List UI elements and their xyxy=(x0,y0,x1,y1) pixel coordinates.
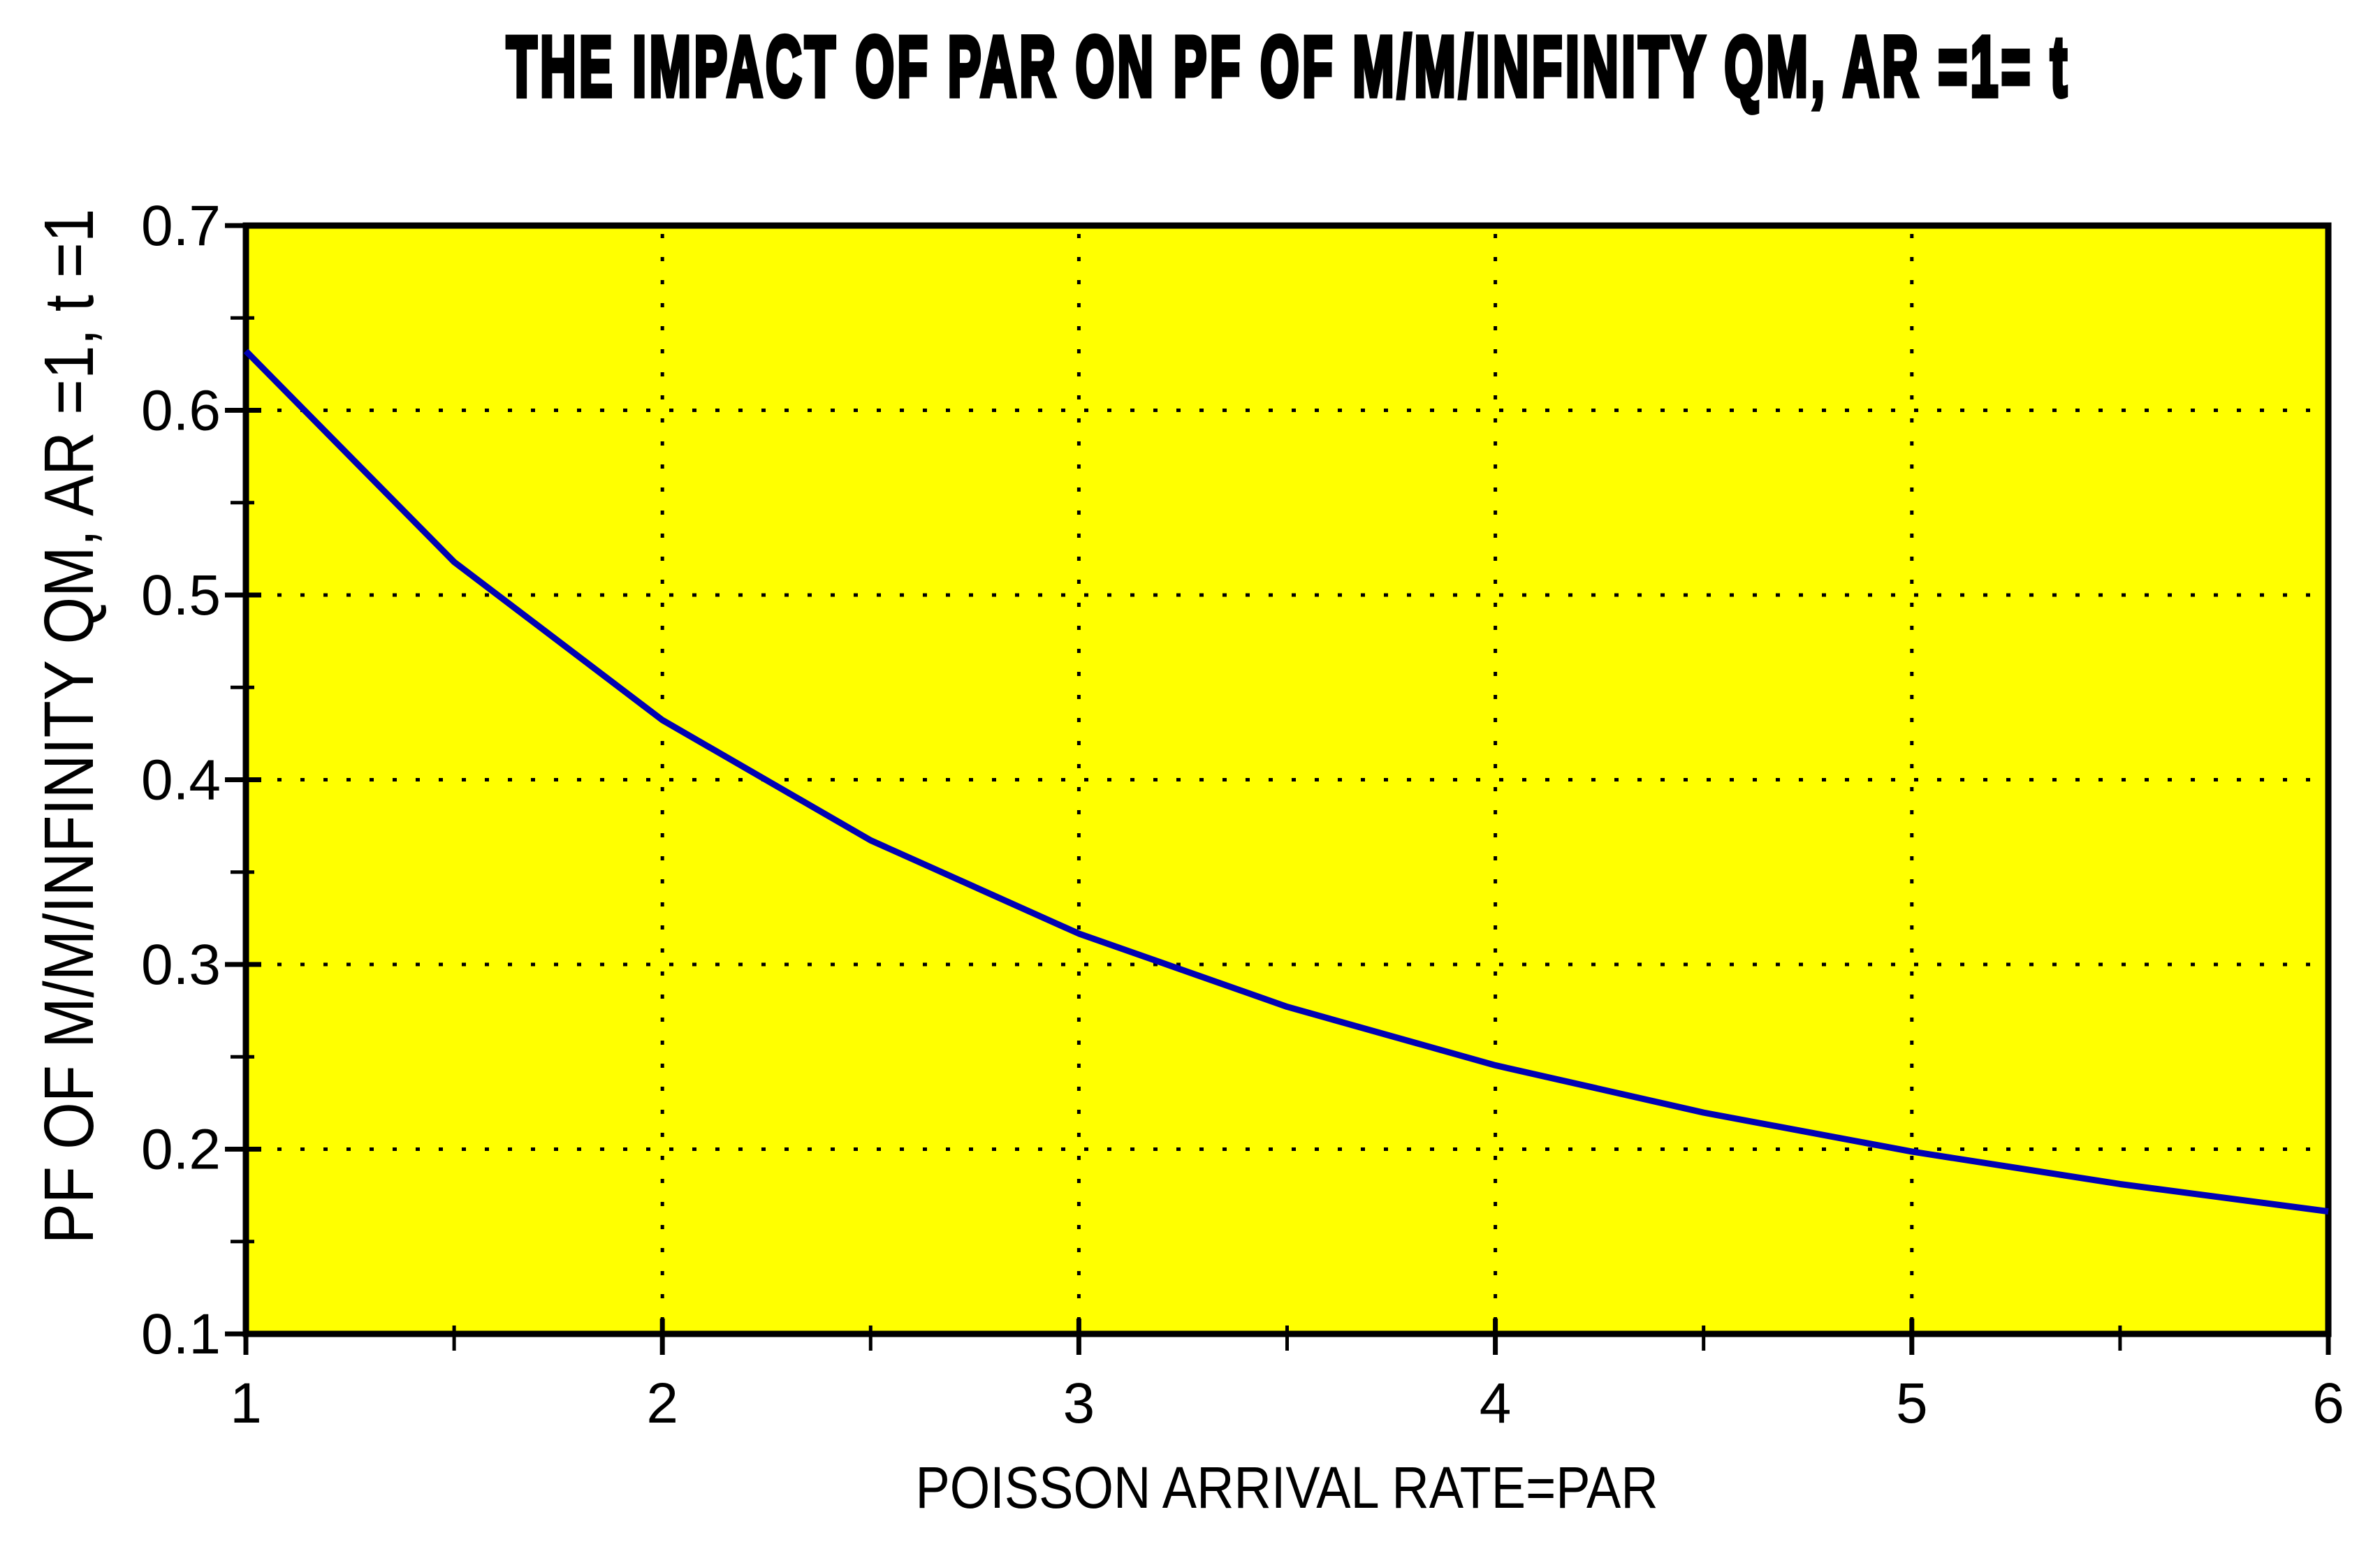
x-tick-label: 3 xyxy=(1063,1372,1095,1435)
y-axis-label: PF OF M/M/INFINITY QM, AR =1, t =1 xyxy=(30,208,108,1245)
x-axis-label: POISSON ARRIVAL RATE=PAR xyxy=(915,1455,1659,1520)
y-tick-label: 0.6 xyxy=(141,379,221,443)
chart-title: THE IMPACT OF PAR ON PF OF M/M/INFINITY … xyxy=(505,20,2071,115)
y-tick-label: 0.1 xyxy=(141,1302,221,1366)
x-tick-label: 4 xyxy=(1480,1372,1512,1435)
y-tick-label: 0.5 xyxy=(141,564,221,627)
y-tick-label: 0.4 xyxy=(141,749,221,812)
x-axis-label-wrap: POISSON ARRIVAL RATE=PAR xyxy=(246,1458,2328,1517)
y-tick-label: 0.7 xyxy=(141,194,221,258)
y-tick-label: 0.2 xyxy=(141,1118,221,1182)
x-tick-label: 6 xyxy=(2312,1372,2344,1435)
chart-title-wrap: THE IMPACT OF PAR ON PF OF M/M/INFINITY … xyxy=(246,22,2328,112)
plot-background xyxy=(242,222,2332,1337)
x-tick-label: 5 xyxy=(1896,1372,1928,1435)
series-line xyxy=(243,348,2329,1215)
y-tick-label: 0.3 xyxy=(141,933,221,997)
x-tick-label: 1 xyxy=(230,1372,262,1435)
x-tick-label: 2 xyxy=(646,1372,678,1435)
